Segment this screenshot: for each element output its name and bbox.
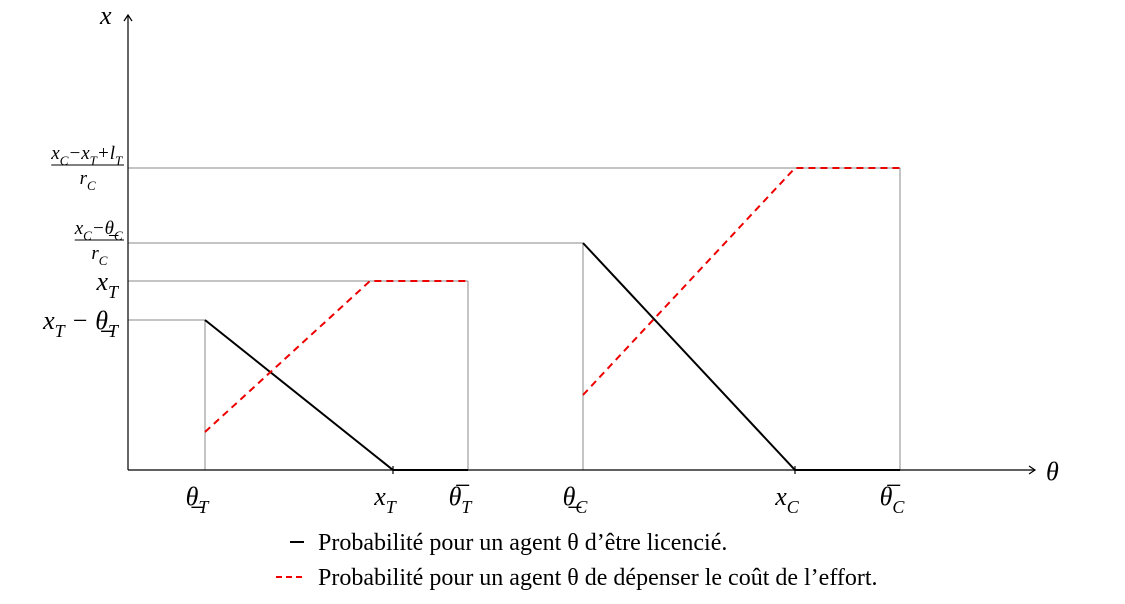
math-label: xC−θ̲C [74, 218, 123, 243]
label-sub: C [787, 497, 800, 517]
label-base: x [774, 482, 787, 511]
label-sub: T [115, 153, 123, 168]
math-label: θ̅C [880, 482, 906, 517]
label-base: x [95, 267, 108, 296]
label-base: x [373, 482, 386, 511]
effort-curve-t [204, 280, 468, 433]
x-arrow [1028, 465, 1037, 475]
label-sub: C [575, 497, 588, 517]
guides [128, 167, 901, 470]
math-label: xC−xT+lT [50, 143, 123, 168]
label-sub: T [90, 153, 98, 168]
label-sub: T [386, 497, 398, 517]
y-arrow [123, 13, 133, 22]
legend-entry: Probabilité pour un agent θ d’être licen… [318, 530, 727, 556]
dismissal-curve-t [204, 319, 468, 471]
label-base: − θ̲ [65, 306, 115, 335]
label-sub: T [55, 321, 67, 341]
label-sub: T [198, 497, 210, 517]
effort-curve-c [582, 167, 900, 396]
math-label: xC [774, 482, 800, 517]
math-label: xT [373, 482, 398, 517]
y-axis-label: x [99, 1, 112, 30]
label-sub: C [83, 228, 92, 243]
label-base: x [42, 306, 55, 335]
label-base: x [74, 218, 84, 239]
label-base: −x [68, 143, 90, 164]
label-sub: C [114, 228, 123, 243]
legend-entry: Probabilité pour un agent θ de dépenser … [318, 565, 878, 591]
label-base: r [80, 168, 88, 189]
curves [204, 167, 900, 471]
label-sub: T [108, 321, 120, 341]
math-label: θ̲T [186, 482, 211, 517]
math-label: xT − θ̲T [42, 306, 120, 341]
label-sub: T [108, 282, 120, 302]
label-base: r [91, 243, 99, 264]
math-label: rC [80, 168, 96, 193]
label-sub: C [87, 178, 96, 193]
label-base: x [50, 143, 60, 164]
x-axis-label: θ [1046, 457, 1059, 486]
label-base: −θ̲ [92, 218, 119, 239]
math-label: rC [91, 243, 107, 268]
math-label: θ̲C [563, 482, 589, 517]
math-label: xT [95, 267, 120, 302]
label-sub: C [99, 253, 108, 268]
label-sub: C [892, 497, 905, 517]
axes [123, 13, 1037, 475]
dismissal-curve-c [582, 242, 900, 471]
math-label: θ̅T [449, 482, 474, 517]
label-sub: T [461, 497, 473, 517]
label-base: +l [97, 143, 115, 164]
label-sub: C [60, 153, 69, 168]
